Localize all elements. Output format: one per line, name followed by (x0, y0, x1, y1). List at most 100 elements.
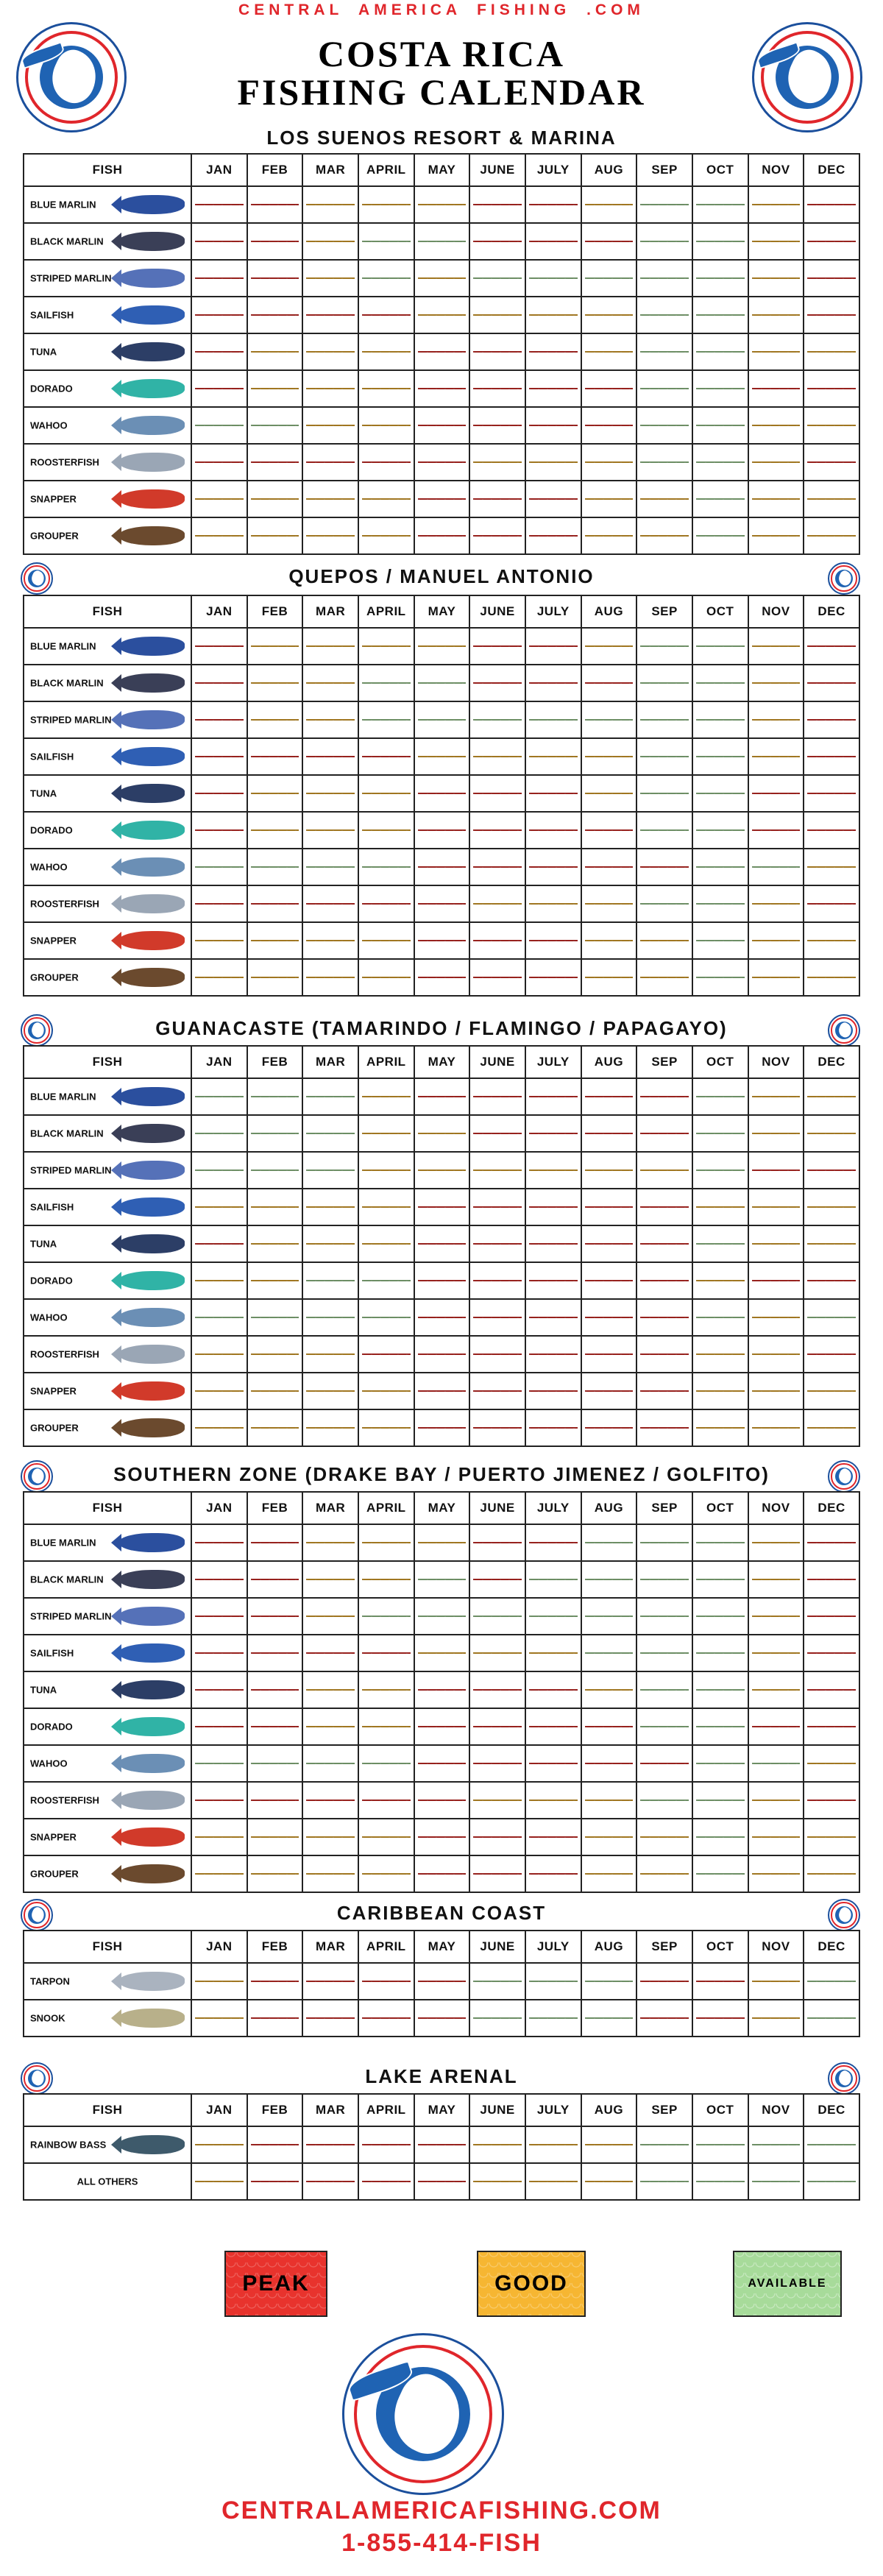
rating-peak (807, 1170, 856, 1171)
rating-peak (417, 866, 467, 868)
month-cell (246, 774, 304, 813)
month-cell (580, 958, 638, 997)
wahoo-icon (118, 416, 185, 435)
month-cell (357, 1855, 415, 1893)
month-header: OCT (691, 2093, 749, 2127)
month-cell (246, 1409, 304, 1447)
fish-name: STRIPED MARLIN (30, 1610, 112, 1622)
rating-available (640, 829, 689, 831)
fish-name: BLACK MARLIN (30, 1128, 104, 1139)
month-cell (357, 1225, 415, 1263)
rating-good (361, 1133, 411, 1134)
month-cell (803, 406, 860, 445)
month-cell (413, 1114, 471, 1153)
rating-good (417, 756, 467, 757)
rating-available (695, 829, 745, 831)
month-cell (803, 1781, 860, 1819)
month-cell (469, 2162, 526, 2201)
rating-good (361, 645, 411, 647)
month-cell (691, 222, 749, 261)
roosterfish-icon (118, 1345, 185, 1364)
month-cell (246, 664, 304, 702)
rating-available (250, 866, 299, 868)
month-cell (469, 774, 526, 813)
month-cell (191, 1671, 248, 1709)
rating-peak (417, 1689, 467, 1691)
rating-peak (473, 1317, 522, 1318)
month-cell (747, 369, 805, 408)
fish-column-header: FISH (23, 153, 192, 187)
rating-peak (640, 1096, 689, 1097)
rating-good (473, 903, 522, 905)
month-cell (636, 1114, 693, 1153)
month-cell (636, 517, 693, 555)
month-header: NOV (747, 2093, 805, 2127)
month-cell (691, 517, 749, 555)
month-header: AUG (580, 1491, 638, 1525)
footer-url[interactable]: CENTRALAMERICAFISHING.COM (221, 2497, 662, 2524)
month-cell (469, 1372, 526, 1410)
fish-row: SAILFISH (23, 1188, 860, 1226)
rating-good (417, 1542, 467, 1543)
month-cell (636, 1298, 693, 1337)
month-cell (636, 1560, 693, 1599)
rating-good (306, 1390, 355, 1392)
fish-name: ROOSTERFISH (30, 898, 99, 910)
month-cell (636, 1188, 693, 1226)
rating-peak (640, 1133, 689, 1134)
month-cell (469, 1999, 526, 2037)
month-cell (524, 406, 582, 445)
month-cell (191, 1855, 248, 1893)
rating-peak (584, 1280, 634, 1281)
rating-peak (807, 1579, 856, 1580)
month-cell (302, 664, 359, 702)
month-header: MAR (302, 2093, 359, 2127)
rating-peak (584, 682, 634, 684)
rating-good (528, 1170, 578, 1171)
blue-marlin-icon (118, 1533, 185, 1552)
month-cell (691, 1781, 749, 1819)
rating-peak (528, 535, 578, 537)
month-cell (191, 2162, 248, 2201)
footer-phone[interactable]: 1-855-414-FISH (341, 2529, 542, 2557)
month-cell (636, 443, 693, 481)
month-cell (302, 1962, 359, 2000)
month-cell (803, 848, 860, 886)
month-header: MAR (302, 1491, 359, 1525)
rating-good (306, 1206, 355, 1208)
month-cell (803, 1188, 860, 1226)
month-cell (246, 1708, 304, 1746)
rating-good (807, 866, 856, 868)
month-cell (469, 1708, 526, 1746)
rating-available (195, 425, 244, 426)
month-cell (246, 885, 304, 923)
month-cell (246, 296, 304, 334)
month-cell (357, 1335, 415, 1373)
month-header: DEC (803, 595, 860, 629)
rating-good (195, 2144, 244, 2145)
rating-good (306, 719, 355, 721)
rating-peak (195, 204, 244, 205)
rating-peak (528, 977, 578, 978)
rating-available (584, 1652, 634, 1654)
month-cell (691, 737, 749, 776)
month-header: AUG (580, 1045, 638, 1079)
rating-good (195, 977, 244, 978)
rating-peak (807, 1280, 856, 1281)
month-cell (469, 1855, 526, 1893)
section-logo-left (21, 562, 53, 595)
month-cell (357, 1962, 415, 2000)
rating-peak (807, 903, 856, 905)
month-cell (357, 369, 415, 408)
month-header: APRIL (357, 153, 415, 187)
month-cell (413, 480, 471, 518)
month-cell (357, 222, 415, 261)
month-cell (636, 1372, 693, 1410)
month-cell (636, 296, 693, 334)
month-cell (747, 1335, 805, 1373)
rating-peak (417, 425, 467, 426)
month-cell (302, 296, 359, 334)
month-cell (524, 480, 582, 518)
month-cell (191, 1372, 248, 1410)
month-cell (524, 1744, 582, 1783)
